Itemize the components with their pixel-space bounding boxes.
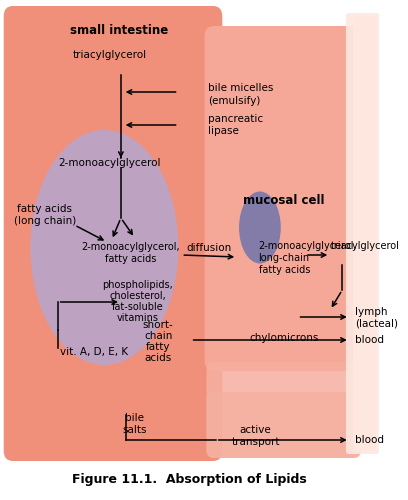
Text: fat-soluble: fat-soluble <box>112 302 164 312</box>
Text: blood: blood <box>355 335 384 345</box>
FancyBboxPatch shape <box>346 13 379 454</box>
Ellipse shape <box>239 192 281 264</box>
Text: vit. A, D, E, K: vit. A, D, E, K <box>60 347 129 357</box>
Text: salts: salts <box>122 425 147 435</box>
Text: pancreatic: pancreatic <box>208 114 264 124</box>
Text: long-chain: long-chain <box>259 253 310 263</box>
Text: fatty acids: fatty acids <box>104 254 156 264</box>
Ellipse shape <box>30 130 178 365</box>
Text: mucosal cell: mucosal cell <box>243 194 324 206</box>
Text: 2-monoacylglycerol,: 2-monoacylglycerol, <box>81 242 180 252</box>
Text: lipase: lipase <box>208 126 239 136</box>
Text: chain: chain <box>144 331 172 341</box>
Text: diffusion: diffusion <box>186 243 232 253</box>
Text: Figure 11.1.  Absorption of Lipids: Figure 11.1. Absorption of Lipids <box>72 474 307 486</box>
Text: triacylglycerol: triacylglycerol <box>73 50 147 60</box>
Text: small intestine: small intestine <box>70 24 168 36</box>
FancyBboxPatch shape <box>206 362 361 458</box>
Text: bile micelles: bile micelles <box>208 83 274 93</box>
Text: blood: blood <box>355 435 384 445</box>
Text: fatty acids
(long chain): fatty acids (long chain) <box>13 204 76 226</box>
Text: vitamins: vitamins <box>117 313 159 323</box>
Text: transport: transport <box>231 437 280 447</box>
Text: fatty acids: fatty acids <box>259 265 310 275</box>
Bar <box>353 16 376 451</box>
Text: bile: bile <box>125 413 144 423</box>
Text: triacylglycerol: triacylglycerol <box>331 241 400 251</box>
Text: chylomicrons: chylomicrons <box>249 333 318 343</box>
FancyBboxPatch shape <box>206 392 361 458</box>
Text: cholesterol,: cholesterol, <box>109 291 166 301</box>
Text: (emulsify): (emulsify) <box>208 96 261 106</box>
Text: 2-monoacylglycerol: 2-monoacylglycerol <box>58 158 161 168</box>
Text: phospholipids,: phospholipids, <box>102 280 173 290</box>
Text: lymph: lymph <box>355 307 388 317</box>
FancyBboxPatch shape <box>204 26 363 371</box>
FancyBboxPatch shape <box>4 6 222 461</box>
Text: fatty: fatty <box>146 342 171 352</box>
Text: short-: short- <box>143 320 173 330</box>
Text: (lacteal): (lacteal) <box>355 318 398 328</box>
Text: acids: acids <box>144 353 172 363</box>
Text: active: active <box>240 425 272 435</box>
Text: 2-monoacylglycerol,: 2-monoacylglycerol, <box>259 241 357 251</box>
